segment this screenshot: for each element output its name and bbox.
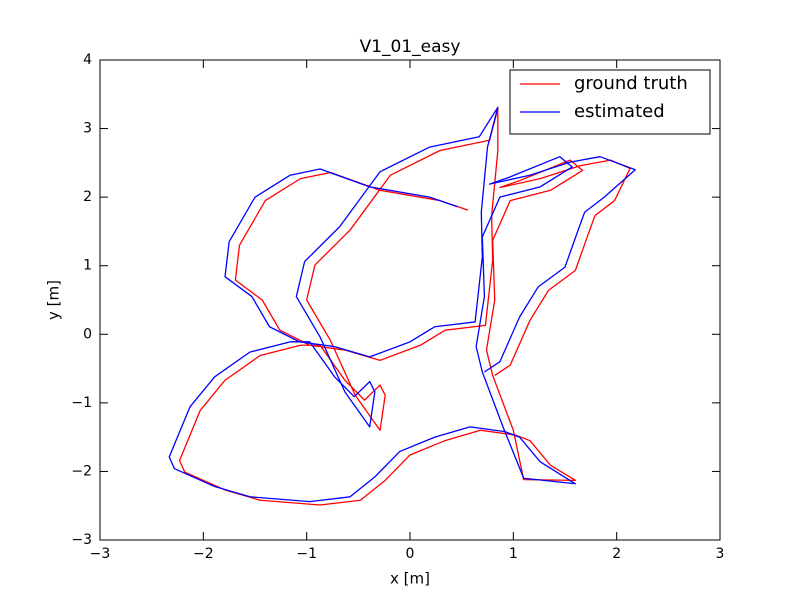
x-tick-label: 0 <box>406 546 415 562</box>
x-tick-label: 2 <box>612 546 621 562</box>
y-tick-label: 1 <box>83 258 92 274</box>
legend-box <box>509 69 711 135</box>
plot-frame <box>99 59 721 541</box>
trajectory-line <box>178 108 631 506</box>
y-tick-label: 4 <box>83 52 92 68</box>
x-tick-label: −1 <box>296 546 317 562</box>
y-tick-label: −2 <box>71 463 92 479</box>
x-tick-label: 3 <box>716 546 725 562</box>
trajectory-line <box>168 106 636 503</box>
x-tick-label: −3 <box>90 546 111 562</box>
legend-label: estimated <box>574 101 665 122</box>
y-tick-label: 0 <box>83 326 92 342</box>
y-tick-label: −3 <box>71 532 92 548</box>
legend: ground truth estimated <box>509 69 711 135</box>
chart-title: V1_01_easy <box>360 37 461 57</box>
y-tick-label: 2 <box>83 189 92 205</box>
x-tick-label: 1 <box>509 546 518 562</box>
y-tick-label: 3 <box>83 121 92 137</box>
y-axis-label: y [m] <box>45 280 63 320</box>
legend-label: ground truth <box>574 73 688 94</box>
x-axis-label: x [m] <box>390 570 430 588</box>
x-tick-label: −2 <box>193 546 214 562</box>
y-tick-label: −1 <box>71 395 92 411</box>
